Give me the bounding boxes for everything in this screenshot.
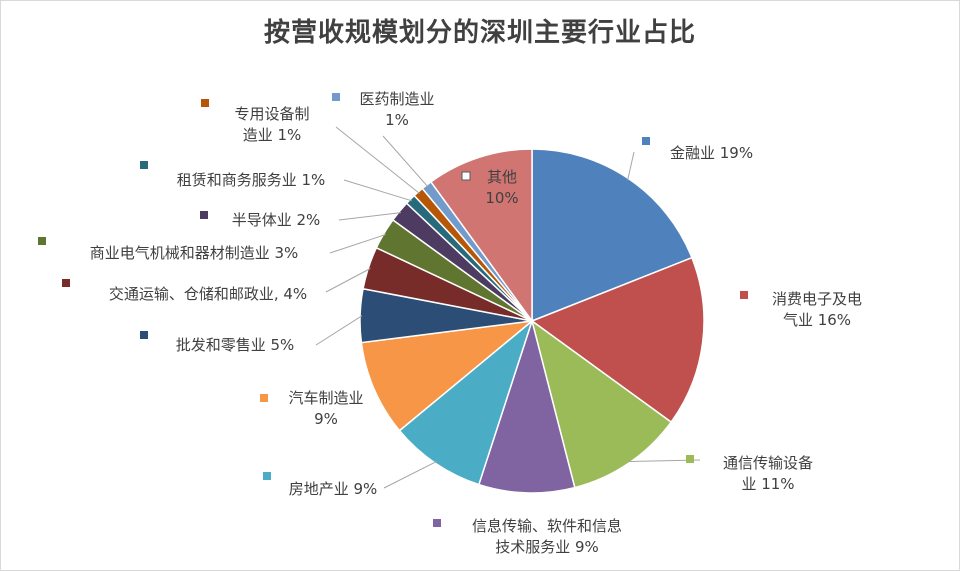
slice-label: 专用设备制造业 1%	[234, 105, 309, 144]
leader-line	[315, 315, 363, 346]
pie-slice	[429, 148, 533, 324]
slice-label-line: 信息传输、软件和信息	[472, 517, 622, 535]
slice-label-line: 半导体业 2%	[232, 211, 321, 229]
leader-line	[383, 461, 437, 489]
slice-label-line: 租赁和商务服务业 1%	[177, 171, 326, 189]
slice-label: 汽车制造业 9%	[288, 389, 363, 428]
leader-line	[382, 135, 429, 188]
legend-marker	[200, 211, 208, 219]
pie-slice	[530, 256, 705, 424]
legend-marker	[260, 394, 268, 402]
slice-label-line: 业 11%	[741, 475, 794, 493]
slice-label-line: 商业电气机械和器材制造业 3%	[90, 244, 299, 262]
legend-marker	[140, 161, 148, 169]
slice-label: 交通运输、仓储和邮政业, 4%	[109, 285, 307, 303]
pie-slice	[398, 318, 534, 486]
slice-label: 房地产业 9%	[289, 480, 378, 498]
leader-line	[325, 268, 371, 293]
legend-marker	[433, 519, 441, 527]
legend-marker	[740, 291, 748, 299]
slice-label: 半导体业 2%	[232, 211, 321, 229]
pie-slice	[477, 318, 576, 494]
leader-line	[627, 151, 635, 181]
legend-marker	[642, 137, 650, 145]
legend-marker	[461, 171, 471, 181]
legend-marker	[686, 455, 694, 463]
pie-slice	[530, 319, 673, 489]
legend-marker	[38, 237, 46, 245]
slice-label-line: 批发和零售业 5%	[176, 336, 295, 354]
leader-line	[343, 179, 412, 202]
leader-line	[329, 234, 386, 254]
pie-slice	[531, 148, 693, 323]
slice-label-line: 消费电子及电	[772, 290, 862, 308]
slice-label: 医药制造业 1%	[359, 90, 434, 129]
legend-marker	[201, 99, 209, 107]
slice-label: 租赁和商务服务业 1%	[177, 171, 326, 189]
slice-label-line: 技术服务业 9%	[495, 538, 599, 556]
slice-label: 商业电气机械和器材制造业 3%	[90, 244, 299, 262]
slice-label-line: 通信传输设备	[723, 454, 813, 472]
legend-marker	[140, 331, 148, 339]
slice-label: 金融业 19%	[670, 144, 753, 162]
slice-label-line: 1%	[385, 111, 409, 129]
slice-label: 消费电子及电气业 16%	[772, 290, 862, 329]
slice-label: 通信传输设备业 11%	[723, 454, 813, 493]
slice-label-line: 9%	[314, 410, 338, 428]
slice-label-line: 造业 1%	[243, 126, 302, 144]
leader-line	[338, 212, 402, 221]
slice-label-line: 10%	[485, 189, 518, 207]
slice-label: 批发和零售业 5%	[176, 336, 295, 354]
slice-label-line: 房地产业 9%	[289, 480, 378, 498]
pie-slices	[359, 148, 705, 494]
slice-label-line: 其他	[487, 168, 517, 186]
legend-marker	[62, 279, 70, 287]
slice-label: 其他 10%	[485, 168, 518, 207]
slice-label-line: 医药制造业	[359, 90, 434, 108]
slice-label-line: 交通运输、仓储和邮政业, 4%	[109, 285, 307, 303]
slice-label-line: 汽车制造业	[288, 389, 363, 407]
slice-label: 信息传输、软件和信息技术服务业 9%	[472, 517, 622, 556]
legend-marker	[332, 93, 340, 101]
chart-title: 按营收规模划分的深圳主要行业占比	[263, 18, 696, 48]
legend-marker	[263, 472, 271, 480]
slice-label-line: 金融业 19%	[670, 144, 753, 162]
pie-slice	[360, 319, 535, 432]
slice-label-line: 气业 16%	[783, 311, 851, 329]
leader-line	[335, 126, 420, 194]
slice-label-line: 专用设备制	[234, 105, 309, 123]
